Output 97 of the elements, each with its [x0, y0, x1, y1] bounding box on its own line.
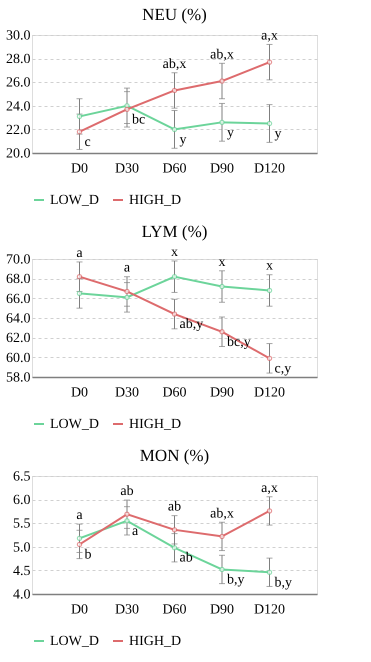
- annotation: ab: [180, 550, 193, 566]
- x-tick-label: D30: [114, 386, 140, 400]
- x-tick-label: D60: [162, 386, 187, 400]
- point: [219, 566, 225, 572]
- point: [266, 508, 272, 514]
- y-tick-label: 64.0: [6, 312, 30, 326]
- x-tick-label: D60: [162, 162, 187, 176]
- annotation: ab: [120, 484, 134, 500]
- x-tick-label: D0: [70, 386, 88, 400]
- point: [76, 129, 82, 134]
- annotation: y: [180, 132, 186, 148]
- y-tick-label: 66.0: [6, 292, 30, 307]
- chart-title: NEU (%): [142, 5, 207, 24]
- x-tick-label: D90: [210, 162, 234, 176]
- point: [219, 329, 225, 334]
- annotation: y: [227, 125, 234, 140]
- y-tick-label: 4.5: [13, 564, 30, 579]
- point: [219, 78, 225, 84]
- legend-label: HIGH_D: [129, 634, 182, 649]
- annotation: b: [84, 547, 92, 562]
- annotation: b,y: [274, 575, 292, 590]
- x-tick-label: D90: [210, 386, 234, 400]
- point: [76, 536, 82, 542]
- point: [266, 120, 272, 126]
- y-tick-label: 68.0: [6, 272, 30, 288]
- point: [124, 288, 130, 294]
- annotation: x: [171, 244, 178, 260]
- y-tick-label: 22.0: [6, 122, 30, 138]
- annotation: a: [76, 246, 84, 261]
- point: [172, 527, 178, 533]
- point: [172, 311, 178, 317]
- annotation: x: [266, 258, 273, 274]
- point: [172, 126, 178, 132]
- annotation: ab,x: [210, 47, 234, 62]
- annotation: ab,x: [162, 56, 186, 72]
- y-tick-label: 20.0: [6, 146, 30, 162]
- point: [76, 274, 82, 280]
- point: [219, 120, 225, 126]
- legend-label: LOW_D: [50, 634, 99, 649]
- point: [172, 545, 178, 550]
- point: [266, 570, 272, 576]
- point: [172, 274, 178, 280]
- legend-label: HIGH_D: [129, 417, 182, 432]
- y-tick-label: 4.0: [13, 588, 30, 602]
- y-tick-label: 6.5: [13, 470, 30, 484]
- x-tick-label: D30: [114, 162, 140, 176]
- x-tick-label: D30: [114, 602, 140, 618]
- legend-label: LOW_D: [50, 417, 99, 432]
- annotation: bc: [132, 112, 146, 128]
- point: [124, 512, 130, 517]
- x-tick-label: D120: [254, 162, 286, 176]
- y-tick-label: 28.0: [6, 52, 30, 68]
- y-tick-label: 62.0: [6, 331, 30, 346]
- y-tick-label: 5.5: [13, 516, 30, 532]
- annotation: ab,x: [210, 506, 234, 522]
- point: [266, 59, 272, 65]
- point: [219, 534, 225, 540]
- annotation: a,x: [261, 480, 278, 496]
- point: [219, 284, 225, 290]
- point: [266, 356, 272, 362]
- chart-title: MON (%): [140, 446, 210, 465]
- y-tick-label: 26.0: [6, 76, 30, 91]
- annotation: a,x: [261, 28, 278, 44]
- annotation: b,y: [227, 572, 244, 588]
- y-tick-label: 5.0: [13, 540, 30, 556]
- annotation: ab: [168, 500, 182, 515]
- point: [76, 290, 82, 296]
- x-tick-label: D120: [254, 602, 286, 618]
- x-tick-label: D90: [210, 602, 234, 618]
- point: [76, 542, 82, 548]
- legend-label: LOW_D: [50, 193, 99, 208]
- y-tick-label: 58.0: [6, 370, 30, 386]
- chart-title: LYM (%): [142, 222, 208, 241]
- y-tick-label: 30.0: [6, 28, 30, 44]
- legend-label: HIGH_D: [129, 193, 182, 208]
- annotation: a: [132, 524, 139, 539]
- x-tick-label: D120: [254, 386, 286, 400]
- point: [124, 106, 130, 112]
- annotation: c,y: [274, 361, 292, 376]
- point: [266, 288, 272, 294]
- x-tick-label: D0: [70, 162, 88, 176]
- annotation: a: [76, 508, 84, 524]
- annotation: c: [84, 134, 91, 150]
- annotation: x: [218, 254, 226, 270]
- point: [76, 114, 82, 120]
- annotation: y: [274, 126, 282, 142]
- x-tick-label: D60: [162, 602, 187, 618]
- y-tick-label: 60.0: [6, 350, 30, 366]
- point: [124, 294, 130, 300]
- annotation: ab,y: [180, 317, 204, 332]
- x-tick-label: D0: [70, 602, 88, 618]
- point: [124, 518, 130, 524]
- y-tick-label: 6.0: [13, 493, 30, 508]
- y-tick-label: 24.0: [6, 99, 30, 114]
- point: [172, 88, 178, 94]
- annotation: a: [124, 260, 131, 276]
- y-tick-label: 70.0: [6, 252, 30, 268]
